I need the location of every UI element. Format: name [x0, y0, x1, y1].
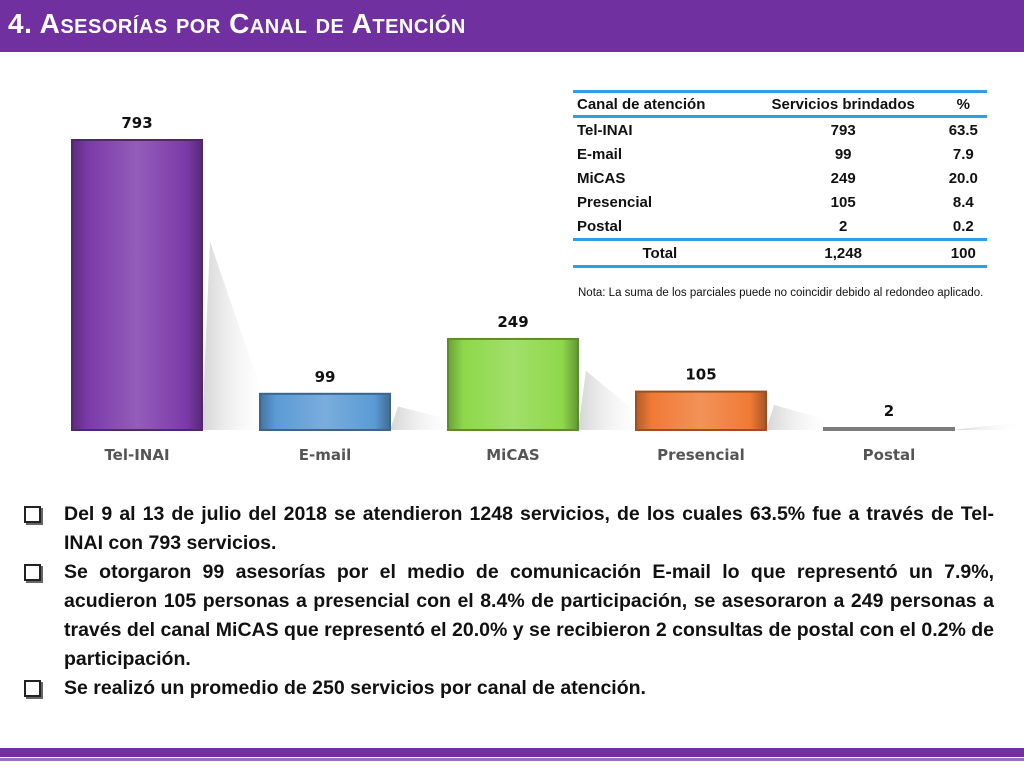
- cell-servicios: 249: [830, 169, 856, 187]
- bullet-text: Se realizó un promedio de 250 servicios …: [64, 677, 646, 699]
- table-note: Nota: La suma de los parciales puede no …: [578, 287, 984, 299]
- checkbox-bullet-icon: [24, 680, 41, 697]
- cell-servicios: 2: [838, 217, 848, 235]
- bar-chart: 793Tel-INAI99E-mail249MiCAS105Presencial…: [71, 114, 1024, 464]
- bar-value-label: 2: [884, 402, 894, 420]
- cell-canal: Postal: [577, 217, 623, 235]
- bar-presencial: [635, 390, 767, 431]
- cell-percent: 0.2: [952, 217, 974, 235]
- bullet-list: Del 9 al 13 de julio del 2018 se atendie…: [22, 500, 994, 703]
- footer-bar: [0, 748, 1024, 757]
- table-row: MiCAS 249 20.0: [573, 166, 987, 190]
- bar-tel-inai: [71, 139, 203, 431]
- cell-servicios: 793: [830, 121, 856, 139]
- cell-servicios: 99: [834, 145, 852, 163]
- cell-total-label: Total: [573, 238, 747, 268]
- footer-line: [0, 758, 1024, 761]
- bar-shadow: [202, 241, 272, 430]
- bar-shadow: [954, 422, 1024, 430]
- bar-e-mail: [259, 392, 391, 432]
- cell-total-percent: 100: [939, 238, 987, 268]
- table-row: Tel-INAI 793 63.5: [573, 117, 987, 143]
- cell-percent: 63.5: [948, 121, 978, 139]
- col-header-canal: Canal de atención: [573, 90, 747, 118]
- cell-total-servicios: 1,248: [746, 238, 940, 268]
- table-total-row: Total 1,248 100: [573, 238, 987, 268]
- checkbox-bullet-icon: [24, 506, 41, 523]
- bullet-text: Se otorgaron 99 asesorías por el medio d…: [64, 561, 994, 670]
- category-label: Postal: [863, 446, 916, 464]
- cell-canal: E-mail: [577, 145, 623, 163]
- table-row: Presencial 105 8.4: [573, 190, 987, 214]
- checkbox-bullet-icon: [24, 564, 41, 581]
- bullet-text: Del 9 al 13 de julio del 2018 se atendie…: [64, 503, 994, 554]
- bar-shadow: [578, 370, 648, 430]
- cell-percent: 20.0: [948, 169, 978, 187]
- services-table: Canal de atención Servicios brindados % …: [573, 90, 987, 268]
- bar-value-label: 99: [315, 368, 336, 386]
- cell-canal: Presencial: [577, 193, 653, 211]
- bullet-item: Del 9 al 13 de julio del 2018 se atendie…: [22, 500, 994, 558]
- cell-percent: 7.9: [952, 145, 974, 163]
- bar-value-label: 793: [121, 114, 152, 132]
- table-header-row: Canal de atención Servicios brindados %: [573, 90, 987, 118]
- bar-micas: [447, 337, 579, 431]
- header-bar: [0, 0, 1024, 52]
- bar-value-label: 249: [497, 313, 528, 331]
- category-label: MiCAS: [486, 446, 540, 464]
- cell-canal: MiCAS: [577, 169, 626, 187]
- bar-postal: [823, 427, 955, 431]
- bar-shadow: [766, 405, 836, 430]
- cell-percent: 8.4: [952, 193, 974, 211]
- category-label: E-mail: [299, 446, 352, 464]
- col-header-servicios: Servicios brindados: [746, 90, 940, 118]
- table-row: E-mail 99 7.9: [573, 142, 987, 166]
- col-header-percent: %: [939, 90, 987, 118]
- cell-canal: Tel-INAI: [577, 121, 633, 139]
- slide-title: 4. Asesorías por Canal de Atención: [8, 8, 466, 39]
- table-row: Postal 2 0.2: [573, 214, 987, 240]
- bullet-item: Se otorgaron 99 asesorías por el medio d…: [22, 558, 994, 674]
- category-label: Presencial: [657, 446, 745, 464]
- category-label: Tel-INAI: [104, 446, 169, 464]
- bullet-item: Se realizó un promedio de 250 servicios …: [22, 674, 994, 703]
- bar-value-label: 105: [685, 366, 716, 384]
- bar-shadow: [390, 406, 460, 430]
- cell-servicios: 105: [830, 193, 856, 211]
